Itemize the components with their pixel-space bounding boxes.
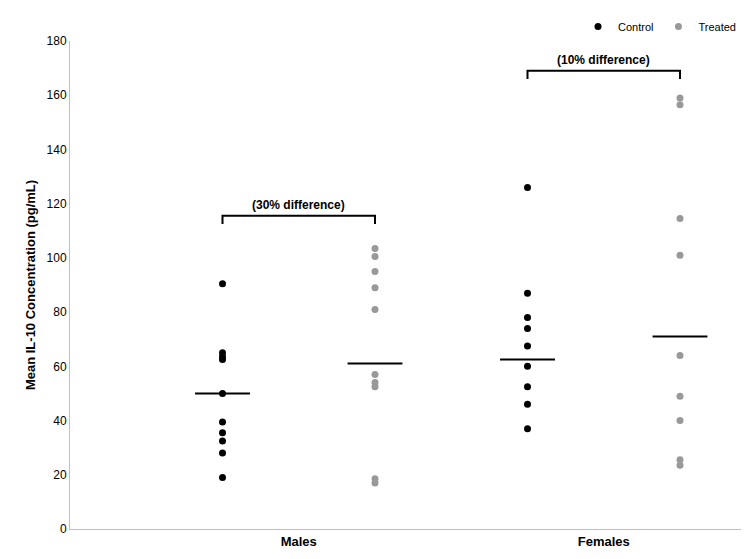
- svg-text:180: 180: [47, 34, 67, 48]
- svg-text:Males: Males: [281, 534, 317, 549]
- svg-text:20: 20: [53, 468, 67, 482]
- svg-text:(30% difference): (30% difference): [252, 198, 345, 212]
- svg-text:40: 40: [53, 414, 67, 428]
- svg-text:160: 160: [47, 88, 67, 102]
- svg-text:0: 0: [60, 522, 67, 536]
- svg-text:Control: Control: [618, 21, 653, 33]
- svg-text:60: 60: [53, 360, 67, 374]
- svg-text:Females: Females: [578, 534, 630, 549]
- svg-text:140: 140: [47, 143, 67, 157]
- svg-text:Mean IL-10 Concentration (pg/m: Mean IL-10 Concentration (pg/mL): [23, 180, 38, 390]
- svg-text:(10% difference): (10% difference): [557, 53, 650, 67]
- svg-text:120: 120: [47, 197, 67, 211]
- svg-text:80: 80: [53, 305, 67, 319]
- svg-text:Treated: Treated: [698, 21, 736, 33]
- svg-text:100: 100: [47, 251, 67, 265]
